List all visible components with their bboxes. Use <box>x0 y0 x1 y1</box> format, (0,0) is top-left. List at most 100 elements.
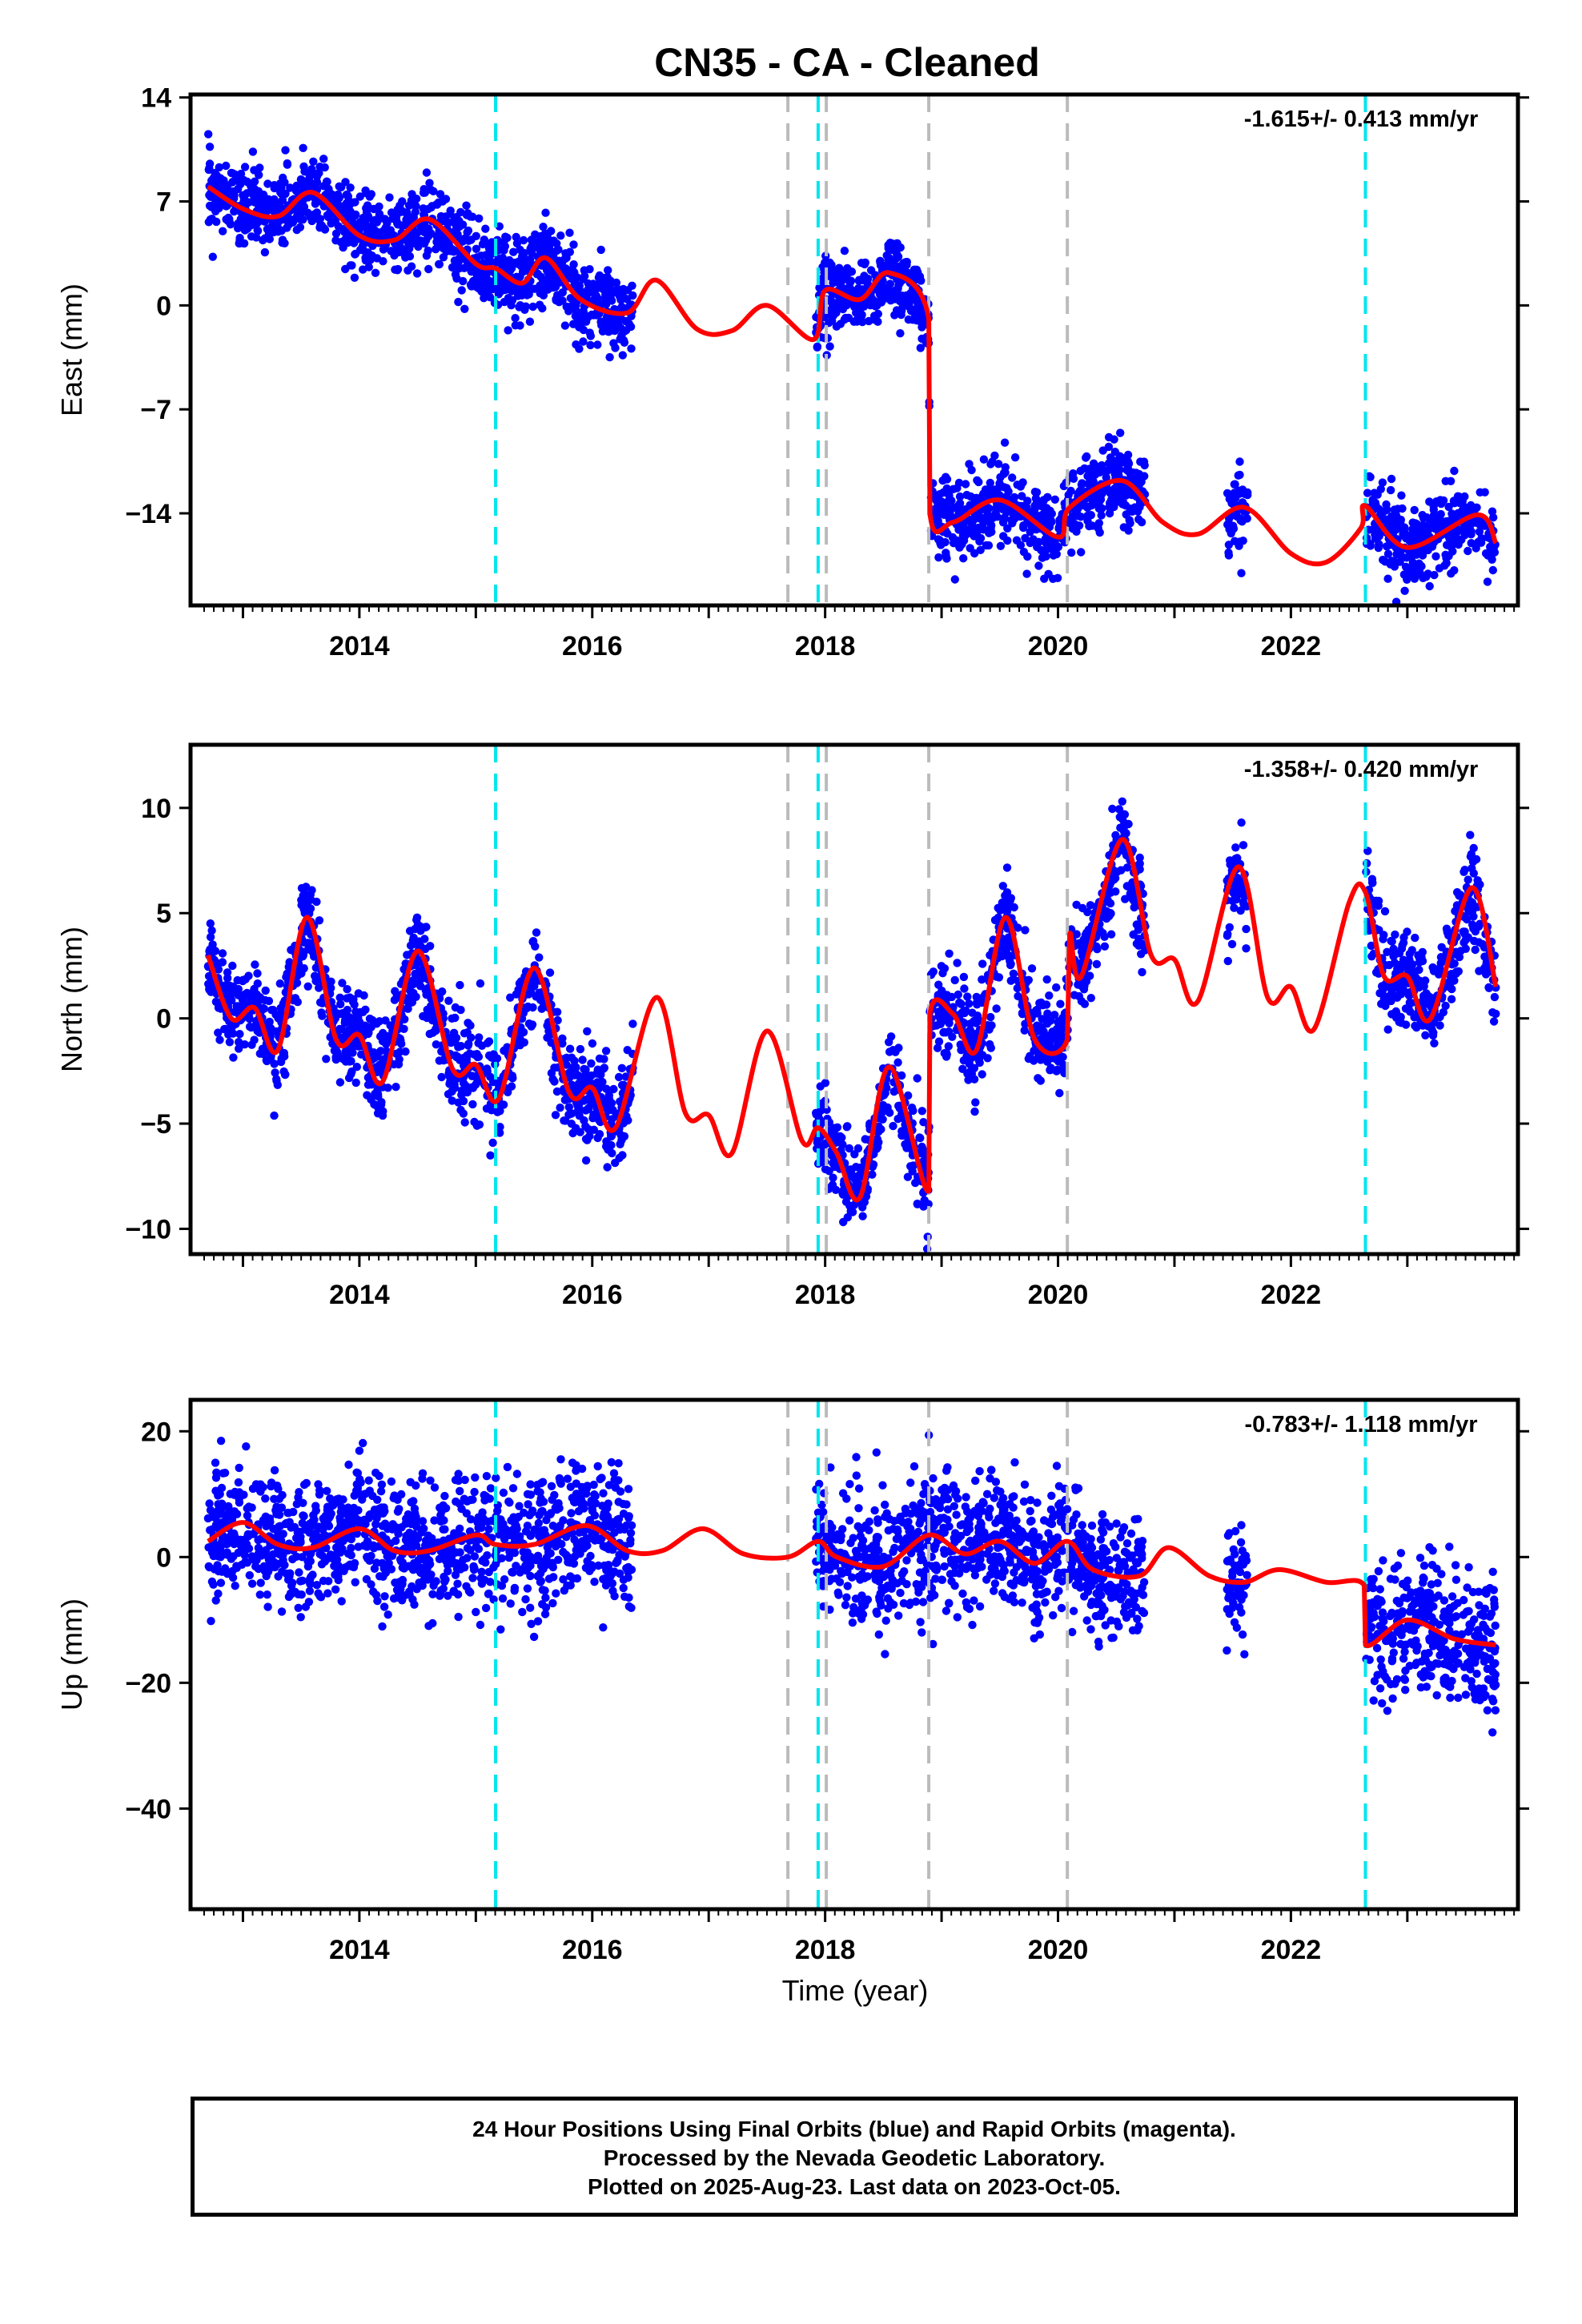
data-point <box>609 1084 618 1094</box>
data-point <box>387 208 396 217</box>
data-point <box>1002 907 1012 916</box>
data-point <box>943 529 952 538</box>
data-point <box>229 1053 238 1062</box>
data-point <box>425 179 434 187</box>
data-point <box>609 322 618 331</box>
data-point <box>971 1098 980 1107</box>
data-point <box>850 303 859 312</box>
data-point <box>1030 1056 1038 1065</box>
data-point <box>1366 541 1375 550</box>
data-point <box>300 167 309 176</box>
data-point <box>315 916 324 925</box>
data-point <box>551 1111 560 1120</box>
data-point <box>547 227 556 235</box>
data-point <box>1471 505 1480 514</box>
data-point <box>343 1005 352 1015</box>
data-point <box>1080 999 1090 1008</box>
data-point <box>348 997 358 1007</box>
data-point <box>1112 497 1121 507</box>
data-point <box>260 234 270 243</box>
data-point <box>1237 569 1246 577</box>
data-point <box>860 271 869 280</box>
data-point <box>1225 923 1235 932</box>
data-point <box>571 312 580 320</box>
data-point <box>488 1138 497 1148</box>
data-point <box>1055 1088 1064 1098</box>
data-point <box>992 1004 1001 1013</box>
data-point <box>240 990 249 999</box>
data-point <box>1374 543 1383 553</box>
data-point <box>1128 895 1138 904</box>
data-point <box>604 292 612 301</box>
data-point <box>595 1054 604 1063</box>
data-point <box>596 245 605 255</box>
data-point <box>584 1072 594 1080</box>
data-point <box>1072 930 1081 939</box>
data-point <box>227 168 236 178</box>
data-point <box>999 516 1008 525</box>
data-point <box>211 207 220 215</box>
data-point <box>955 492 965 501</box>
data-point <box>1419 513 1428 523</box>
data-point <box>306 890 315 899</box>
data-point <box>1386 485 1395 495</box>
data-point <box>420 223 429 232</box>
data-point <box>944 1042 954 1051</box>
data-point <box>1047 509 1057 518</box>
data-point <box>973 1000 982 1009</box>
data-point <box>270 183 279 193</box>
data-point <box>585 265 594 274</box>
data-point <box>1082 452 1091 461</box>
data-point <box>1464 546 1472 556</box>
data-point <box>1474 537 1483 546</box>
data-point <box>484 244 494 253</box>
data-point <box>604 328 613 336</box>
data-point <box>1110 456 1120 465</box>
data-point <box>206 932 215 942</box>
data-point <box>444 996 453 1005</box>
data-point <box>341 178 350 187</box>
data-point <box>1231 843 1240 852</box>
data-point <box>1429 519 1438 528</box>
data-point <box>1136 457 1145 466</box>
data-point <box>1436 509 1445 519</box>
data-point <box>1459 501 1468 511</box>
data-point <box>464 1041 472 1050</box>
data-point <box>375 1017 384 1026</box>
data-point <box>949 485 958 493</box>
data-point <box>552 1087 562 1096</box>
data-point <box>331 236 340 245</box>
data-point <box>919 1202 928 1211</box>
data-point <box>565 228 574 237</box>
data-point <box>565 247 574 256</box>
data-point <box>1002 863 1012 872</box>
data-point <box>232 1002 241 1011</box>
data-point <box>375 213 383 222</box>
data-point <box>1010 453 1020 462</box>
data-point <box>1408 518 1417 527</box>
data-point <box>572 1070 580 1080</box>
data-point <box>1106 899 1115 908</box>
data-point <box>851 1181 861 1191</box>
data-point <box>405 251 415 261</box>
data-point <box>1373 490 1382 499</box>
data-point <box>423 1005 432 1015</box>
data-point <box>955 998 964 1007</box>
data-point <box>1447 995 1456 1003</box>
data-point <box>263 179 272 188</box>
data-point <box>601 1047 611 1055</box>
data-point <box>1022 569 1031 578</box>
data-point <box>276 1003 285 1013</box>
data-point <box>235 1030 244 1039</box>
data-point <box>503 233 512 243</box>
data-point <box>516 1041 524 1050</box>
data-point <box>222 161 231 171</box>
data-point <box>331 217 339 226</box>
data-point <box>260 247 270 257</box>
data-point <box>448 1096 456 1105</box>
data-point <box>621 1072 630 1081</box>
data-point <box>569 240 578 249</box>
data-point <box>1406 553 1415 561</box>
data-point <box>352 1063 361 1072</box>
data-point <box>1078 903 1087 913</box>
